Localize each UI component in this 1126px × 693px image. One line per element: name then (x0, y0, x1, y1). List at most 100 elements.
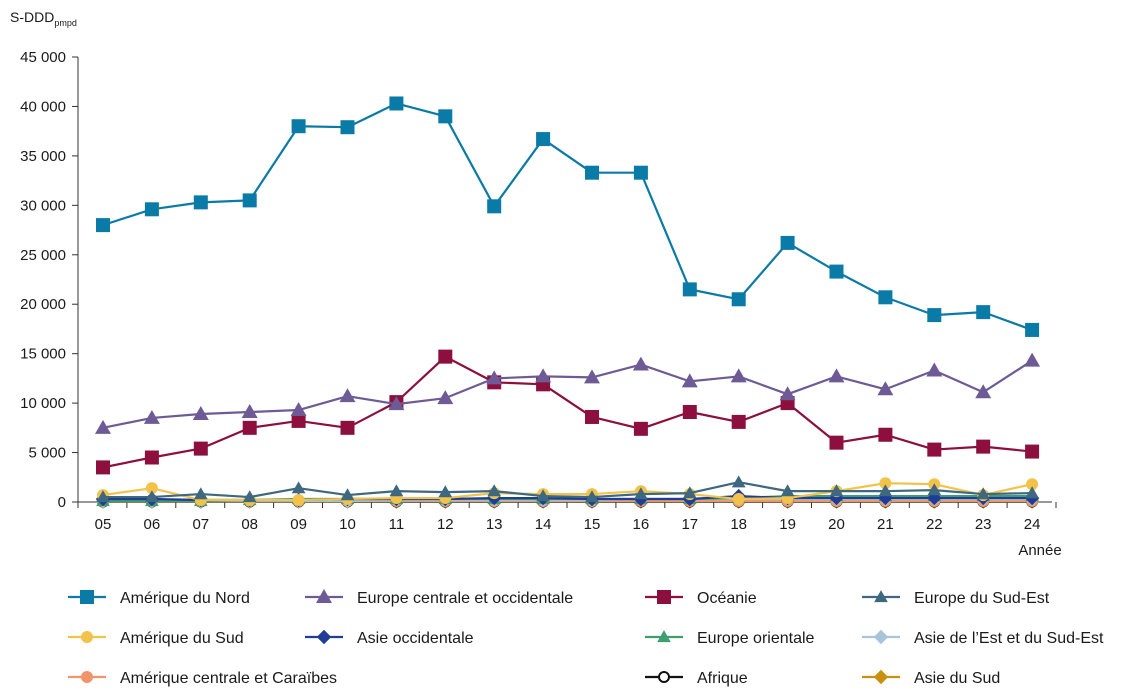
data-point (438, 109, 453, 124)
data-point (536, 489, 550, 502)
data-point (486, 370, 503, 385)
series-3 (96, 475, 1039, 503)
data-point (878, 290, 893, 305)
legend-label: Océanie (697, 590, 757, 607)
x-tick-label: 05 (95, 516, 112, 533)
data-point (192, 406, 209, 420)
x-axis-title: Année (1018, 542, 1061, 559)
data-point (1025, 444, 1040, 459)
data-point (144, 202, 159, 217)
legend-marker (316, 589, 332, 603)
data-point (96, 460, 110, 475)
legend-item: Afrique (645, 670, 748, 687)
data-point (682, 486, 697, 499)
data-point (242, 420, 257, 435)
legend-marker (81, 631, 93, 643)
legend-marker (316, 629, 332, 645)
data-point (1026, 478, 1039, 491)
series-1 (95, 352, 1041, 434)
x-tick-label: 22 (926, 516, 943, 533)
data-point (634, 487, 648, 500)
data-point (927, 308, 942, 323)
data-point (877, 381, 894, 396)
legend-item: Amérique du Sud (68, 630, 244, 647)
data-point (389, 484, 404, 497)
data-point (633, 421, 648, 436)
y-axis-title-main: S-DDD (10, 9, 54, 25)
series-line (103, 481, 1033, 499)
data-point (143, 409, 160, 424)
legend-label: Asie occidentale (357, 630, 474, 647)
x-tick-label: 10 (339, 516, 356, 533)
data-point (584, 369, 600, 384)
data-point (829, 264, 844, 279)
x-tick-label: 12 (437, 516, 454, 533)
y-axis-title-subscript: pmpd (54, 18, 77, 28)
x-tick-label: 17 (681, 516, 698, 533)
data-point (682, 405, 697, 420)
data-point (1025, 322, 1040, 337)
data-point (926, 362, 943, 377)
legend-marker (657, 590, 671, 604)
data-point (828, 368, 845, 383)
legend-marker (657, 630, 671, 643)
legend-label: Amérique du Nord (120, 590, 250, 607)
y-tick-label: 10 000 (20, 395, 66, 412)
series-layer (95, 96, 1041, 509)
data-point (95, 419, 111, 434)
data-point (145, 482, 158, 495)
legend-label: Afrique (697, 670, 748, 687)
legend-label: Amérique du Sud (120, 630, 244, 647)
axes (77, 57, 1052, 503)
legend-marker (873, 629, 889, 645)
legend-label: Amérique centrale et Caraïbes (120, 670, 337, 687)
data-point (193, 195, 208, 210)
data-point (437, 390, 454, 405)
y-tick-label: 5 000 (28, 445, 66, 462)
data-point (878, 484, 893, 497)
data-point (96, 218, 110, 233)
x-tick-label: 08 (241, 516, 258, 533)
data-point (144, 450, 159, 465)
y-tick-label: 15 000 (20, 346, 66, 363)
x-tick-label: 06 (144, 516, 161, 533)
data-point (585, 165, 599, 180)
data-point (291, 413, 306, 428)
data-point (681, 373, 698, 388)
y-tick-label: 0 (58, 494, 66, 511)
data-point (731, 292, 746, 307)
y-tick-label: 25 000 (20, 247, 66, 264)
x-tick-label: 21 (877, 516, 894, 533)
data-point (340, 420, 355, 435)
series-line (102, 102, 1033, 331)
legend-label: Asie du Sud (914, 670, 1000, 687)
data-point (291, 119, 306, 134)
x-tick-label: 07 (192, 516, 209, 533)
y-axis-title: S-DDDpmpd (10, 9, 77, 28)
legend-item: Amérique centrale et Caraïbes (68, 670, 337, 687)
x-tick-label: 16 (633, 516, 650, 533)
x-tick-label: 24 (1024, 516, 1041, 533)
legend-item: Europe du Sud-Est (862, 590, 1050, 607)
legend-marker (81, 671, 93, 683)
data-point (193, 441, 208, 456)
legend-marker (80, 590, 94, 604)
x-tick-label: 11 (389, 516, 405, 533)
data-point (339, 388, 356, 403)
data-point (290, 402, 307, 417)
data-point (291, 481, 306, 494)
data-point (535, 368, 552, 383)
data-point (340, 120, 355, 135)
data-point (536, 132, 551, 147)
data-point (682, 282, 697, 297)
data-point (976, 305, 991, 320)
data-point (487, 199, 502, 214)
legend-item: Asie de l’Est et du Sud-Est (862, 629, 1104, 647)
data-point (340, 488, 355, 501)
y-axis-ticks: 0 5 000 10 000 15 000 20 000 25 000 30 000 35 0… (20, 49, 78, 511)
y-tick-label: 30 000 (20, 197, 66, 214)
data-point (732, 493, 745, 506)
legend-item: Amérique du Nord (68, 590, 250, 607)
x-tick-label: 14 (535, 516, 552, 533)
